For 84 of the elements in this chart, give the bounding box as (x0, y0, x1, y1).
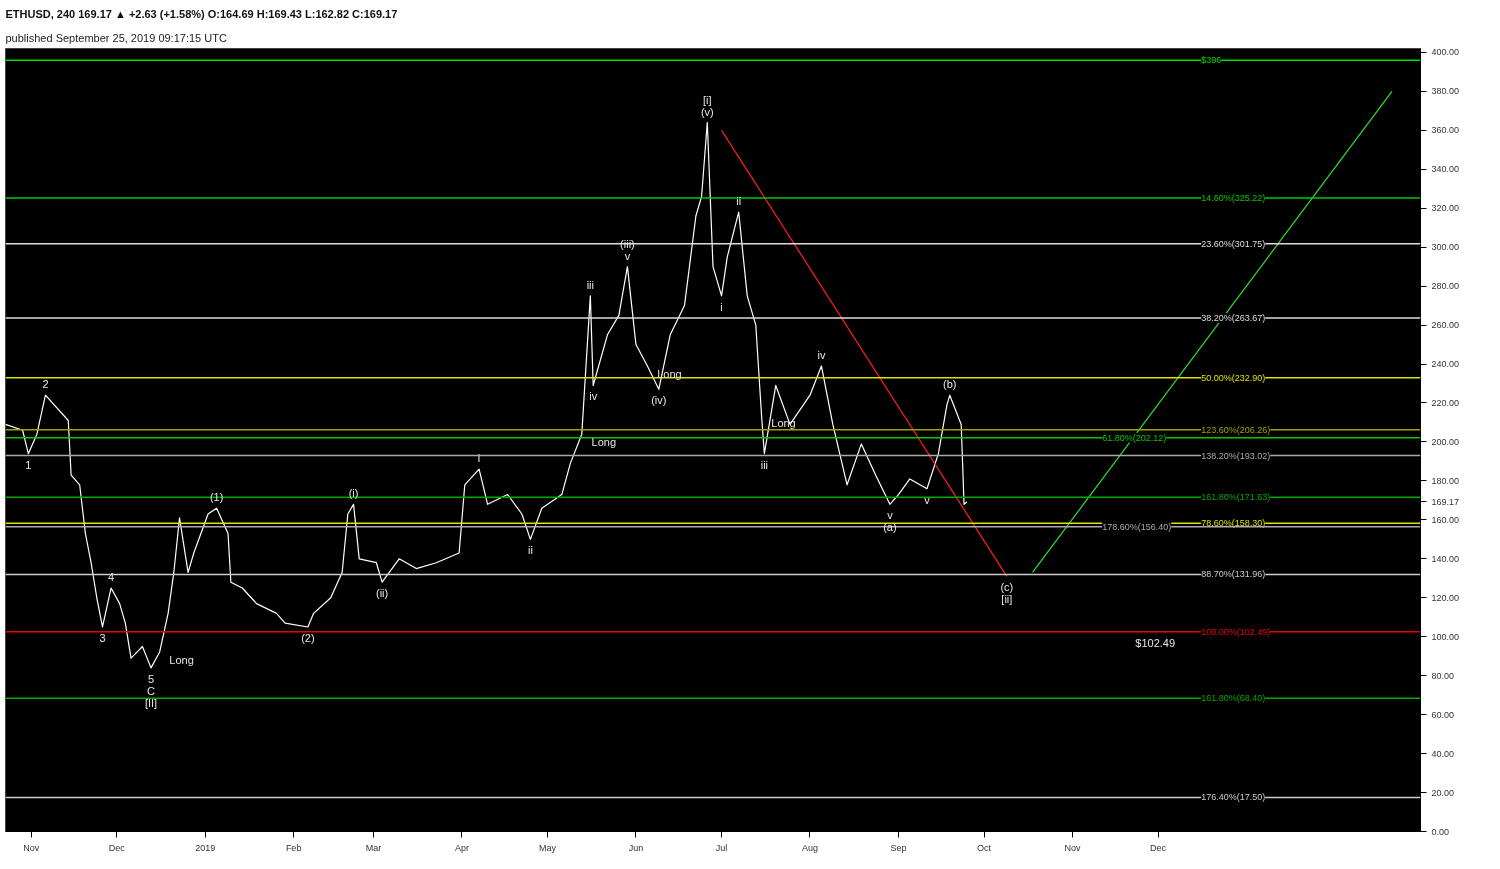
annotation: 3 (99, 631, 106, 644)
x-tick-label: Aug (801, 842, 818, 853)
annotation: ii (527, 544, 533, 557)
x-tick-label: May (539, 842, 557, 853)
annotation: (iv) (651, 394, 667, 407)
chart-title: ETHUSD, 240 169.17 ▲ +2.63 (+1.58%) O:164.69 H:169.43 L:162.82 C:169.17 (5, 7, 398, 20)
y-tick-label: 280.00 (1431, 281, 1460, 292)
ref-line-label: 100.00%(102.49) (1201, 626, 1271, 637)
x-tick-label: Dec (108, 842, 126, 853)
annotation: [i] (703, 93, 712, 106)
ref-line-label: 138.20%(193.02) (1201, 450, 1271, 461)
ref-line-label: 178.60%(156.40) (1102, 521, 1172, 532)
annotation: iv (589, 390, 598, 403)
annotation: iii (586, 278, 595, 291)
y-tick-label: 100.00 (1431, 631, 1460, 642)
annotation: 5 (147, 672, 155, 685)
annotation: [II] (144, 696, 158, 709)
y-tick-label: 320.00 (1431, 203, 1460, 214)
y-tick-label: 360.00 (1431, 125, 1460, 136)
annotation: 2 (42, 378, 49, 391)
annotation: (v) (700, 105, 714, 118)
x-tick-label: Dec (1150, 842, 1167, 853)
ref-line-label: $396 (1201, 55, 1222, 66)
y-tick-label: 340.00 (1431, 164, 1460, 175)
annotation: i (720, 300, 723, 313)
annotation: ii (736, 195, 742, 208)
ref-line-label: 88.70%(131.96) (1201, 569, 1266, 580)
x-tick-label: Oct (977, 842, 992, 853)
y-tick-label: 300.00 (1431, 242, 1460, 253)
annotation: $102.49 (1135, 636, 1176, 649)
x-tick-label: Mar (365, 842, 382, 853)
annotation: v (924, 493, 931, 506)
ref-line-label: 123.60%(206.26) (1201, 424, 1271, 435)
ref-line-label: 61.80%(202.12) (1102, 432, 1167, 443)
annotation: (i) (348, 487, 359, 500)
y-tick-label: 260.00 (1431, 320, 1460, 331)
annotation: (b) (943, 378, 957, 391)
x-tick-label: Nov (23, 842, 40, 853)
annotation: Long (771, 416, 796, 429)
annotation: i (477, 452, 481, 465)
ref-line-label: 176.40%(17.50) (1201, 792, 1266, 803)
annotation: 1 (25, 458, 32, 471)
y-tick-label: 200.00 (1431, 436, 1460, 447)
y-tick-label: 240.00 (1431, 359, 1460, 370)
ref-line-label: 23.60%(301.75) (1201, 238, 1266, 249)
annotation: v (887, 509, 894, 522)
annotation: Long (169, 654, 194, 667)
x-tick-label: Nov (1064, 842, 1081, 853)
annotation: iii (760, 458, 769, 471)
x-tick-label: Feb (285, 842, 302, 853)
y-tick-label: 180.00 (1431, 475, 1460, 486)
annotation: (2) (301, 631, 315, 644)
x-tick-label: 2019 (195, 842, 216, 853)
y-tick-label: 0.00 (1431, 826, 1450, 837)
y-tick-label: 220.00 (1431, 397, 1460, 408)
y-tick-label: 120.00 (1431, 592, 1460, 603)
annotation: v (624, 249, 631, 262)
y-tick-label: 400.00 (1431, 47, 1460, 58)
ref-line-label: 38.20%(263.67) (1201, 312, 1266, 323)
annotation: iv (817, 348, 826, 361)
line-series (5, 121, 968, 669)
x-tick-label: Apr (454, 842, 469, 853)
annotation: C (147, 684, 156, 697)
ref-line-label: 14.60%(325.22) (1201, 193, 1266, 204)
y-tick-label: 160.00 (1431, 514, 1460, 525)
ref-line-label: 78.60%(158.30) (1201, 518, 1266, 529)
ref-line-label: 50.00%(232.90) (1201, 372, 1266, 383)
y-tick-label: 140.00 (1431, 553, 1460, 564)
y-tick-label: 80.00 (1431, 670, 1455, 681)
y-tick-label: 169.17 (1431, 497, 1460, 507)
chart-subtitle: published September 25, 2019 09:17:15 UTC (5, 31, 227, 44)
annotation: (ii) (375, 587, 389, 600)
y-tick-label: 60.00 (1431, 709, 1455, 720)
y-tick-label: 380.00 (1431, 86, 1460, 97)
annotation: Long (591, 436, 617, 449)
ref-line-label: 161.80%(171.63) (1201, 492, 1271, 503)
annotation: (c) (1000, 581, 1014, 594)
y-tick-label: 40.00 (1431, 748, 1455, 759)
x-tick-label: Jun (628, 842, 644, 853)
x-tick-label: Sep (890, 842, 907, 853)
ref-line-label: 161.80%(68.40) (1201, 693, 1266, 704)
y-tick-label: 20.00 (1431, 787, 1455, 798)
x-tick-label: Jul (715, 842, 728, 853)
annotation: [ii] (1001, 593, 1013, 606)
